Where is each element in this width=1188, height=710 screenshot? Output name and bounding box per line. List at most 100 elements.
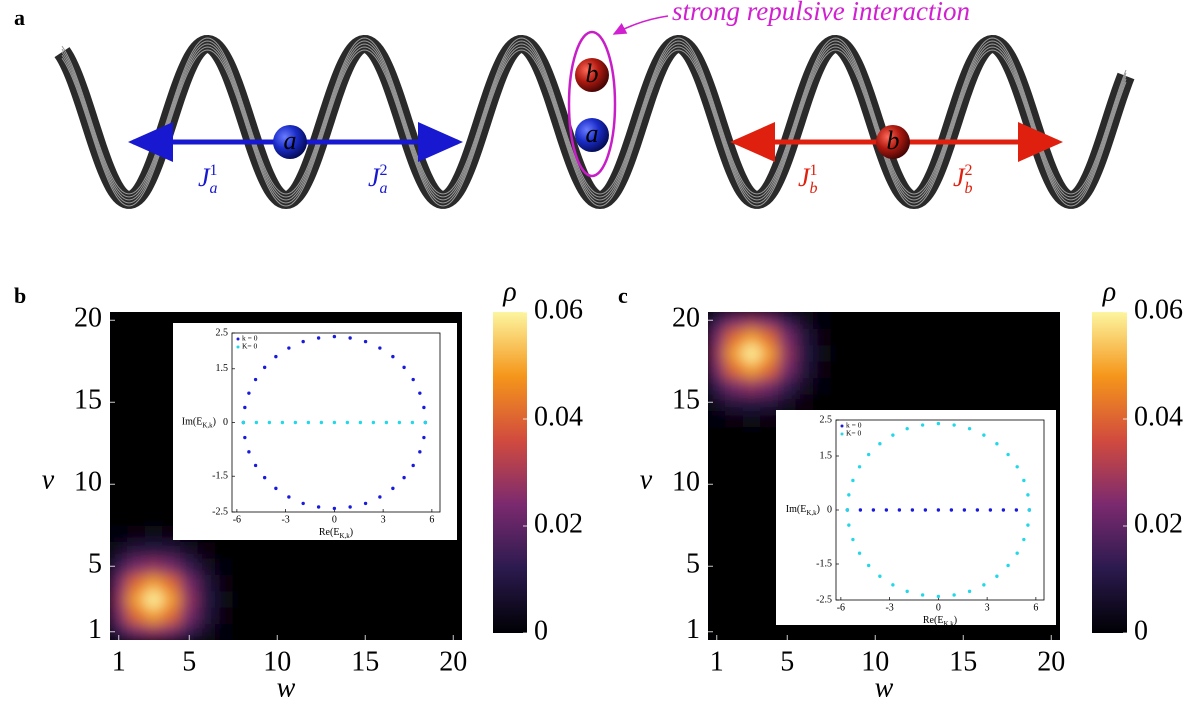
point — [262, 475, 267, 480]
cell — [197, 606, 217, 625]
cell — [197, 573, 217, 592]
cell — [918, 344, 938, 362]
cell — [355, 590, 375, 608]
point — [1015, 465, 1019, 469]
cell — [1024, 327, 1043, 346]
point — [858, 508, 863, 512]
point — [967, 589, 972, 594]
point — [358, 420, 363, 425]
particle — [876, 125, 910, 159]
cell — [795, 344, 815, 362]
cell — [303, 590, 322, 608]
colorbar-label: ρ — [1102, 276, 1116, 307]
cell — [110, 393, 129, 411]
cell — [144, 491, 164, 510]
label-subscript: K,k — [202, 421, 213, 429]
cell — [179, 606, 199, 625]
cell — [110, 573, 129, 592]
legend-label: k = 0 — [242, 334, 258, 343]
point — [1006, 452, 1010, 457]
cell — [848, 393, 867, 411]
cell — [127, 377, 146, 395]
cell — [110, 327, 129, 346]
cell — [865, 623, 885, 640]
cell — [144, 344, 164, 362]
cell — [777, 327, 797, 346]
cell — [1006, 360, 1026, 379]
cell — [285, 557, 305, 575]
y-tick-label: 10 — [74, 467, 102, 498]
point — [952, 593, 956, 597]
point — [316, 336, 321, 340]
particle-label: a — [284, 126, 297, 155]
point — [316, 505, 321, 509]
cell — [144, 409, 164, 428]
cell — [813, 360, 832, 379]
cell — [813, 377, 832, 395]
cell — [708, 393, 727, 411]
cell — [373, 590, 393, 608]
inset-background — [173, 323, 457, 540]
cell — [760, 327, 779, 346]
point — [262, 365, 267, 370]
y-tick-label: 2.5 — [820, 414, 833, 425]
cell — [725, 409, 744, 428]
cell — [179, 557, 199, 575]
cell — [742, 623, 762, 640]
point — [975, 508, 980, 512]
cell — [303, 557, 322, 575]
cell — [338, 557, 357, 575]
particles: a b a b — [273, 58, 910, 159]
cell — [1041, 327, 1060, 346]
cell — [989, 393, 1008, 411]
cell — [110, 312, 129, 329]
cell — [848, 327, 867, 346]
point — [384, 420, 389, 425]
cell — [708, 590, 727, 608]
y-tick-label: -1.5 — [816, 558, 832, 569]
cell — [408, 557, 428, 575]
cell — [725, 426, 744, 444]
legend-label: k = 0 — [846, 421, 862, 430]
cell — [742, 344, 762, 362]
point — [345, 420, 350, 425]
cell — [320, 541, 340, 559]
subscript: b — [965, 180, 973, 197]
point — [332, 506, 337, 511]
cell — [127, 524, 146, 543]
cell — [971, 344, 991, 362]
cell — [162, 590, 181, 608]
cell — [830, 623, 850, 640]
y-tick-label: 10 — [672, 467, 700, 498]
point — [301, 501, 305, 506]
cell — [760, 459, 779, 477]
cell — [1024, 344, 1043, 362]
y-tick-label: 0 — [223, 417, 228, 428]
cell — [110, 606, 129, 625]
point — [905, 426, 909, 431]
point — [1006, 563, 1010, 568]
cell — [179, 623, 199, 640]
cell — [144, 442, 164, 461]
cell — [110, 344, 129, 362]
cell — [918, 327, 938, 346]
panel-label: c — [618, 283, 628, 308]
cell — [443, 573, 462, 592]
cell — [742, 360, 762, 379]
cell — [443, 590, 462, 608]
legend-marker — [236, 337, 240, 341]
cell — [127, 508, 146, 526]
cell — [760, 491, 779, 510]
cell — [813, 393, 832, 411]
cell — [355, 557, 375, 575]
point — [378, 346, 382, 350]
cell — [110, 426, 129, 444]
cell — [197, 623, 217, 640]
cell — [373, 623, 393, 640]
cell — [110, 557, 129, 575]
cell — [848, 312, 867, 329]
cell — [830, 344, 850, 362]
cell — [408, 606, 428, 625]
